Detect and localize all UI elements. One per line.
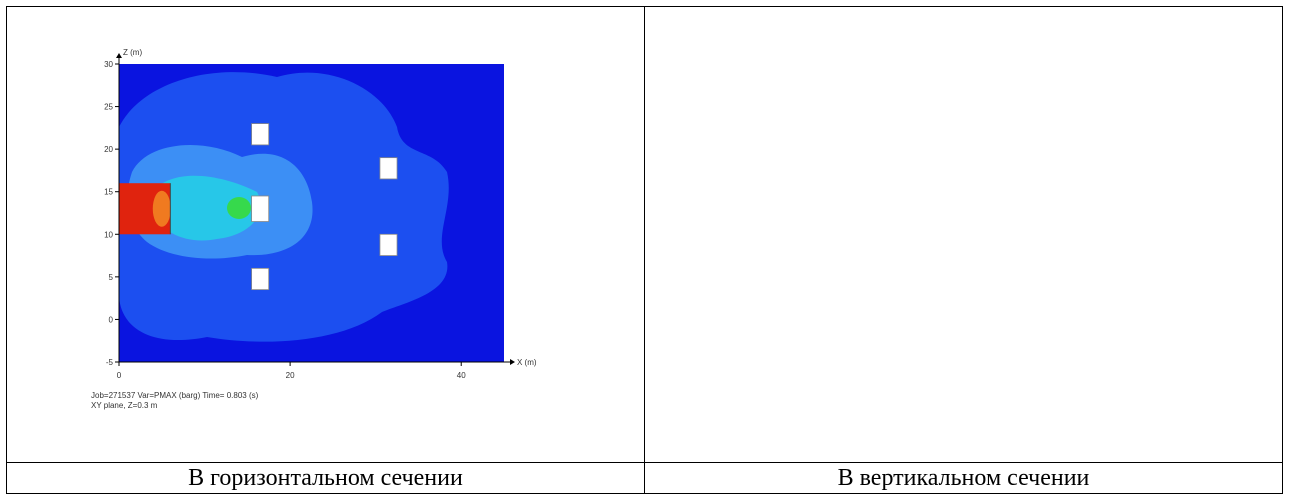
left-obstacle [251, 195, 270, 222]
left-obstacle [379, 233, 398, 256]
left-y-tick-label: 5 [109, 273, 114, 282]
left-info-line-2: XY plane, Z=0.3 m [91, 401, 158, 410]
caption-left: В горизонтальном сечении [6, 462, 645, 494]
left-y-tick-label: 0 [109, 315, 114, 324]
left-y-tick-label: 25 [104, 103, 113, 112]
left-contour-0-6 [227, 197, 251, 219]
figure-table: Z (m) X (m) 30 25 20 15 10 5 0 -5 0 20 40 Job=271537 … [6, 6, 1283, 494]
left-vent-edge-0-9 [152, 190, 171, 227]
left-y-tick-label: -5 [106, 358, 114, 367]
left-x-tick-label: 40 [457, 371, 466, 380]
left-obstacle [379, 157, 398, 180]
left-y-tick-label: 10 [104, 230, 113, 239]
left-x-tick-label: 20 [286, 371, 295, 380]
left-x-tick-label: 0 [117, 371, 122, 380]
left-figure-cell: Z (m) X (m) 30 25 20 15 10 5 0 -5 0 20 40 Job=271537 … [6, 6, 645, 463]
left-y-tick-label: 30 [104, 60, 113, 69]
left-x-arrow [510, 359, 515, 365]
left-y-arrow [116, 53, 122, 58]
right-figure-cell: Z (m)X (m)2018161412108642002040Job=2715… [644, 6, 1283, 463]
left-x-axis-label: X (m) [517, 358, 537, 367]
left-y-axis-label: Z (m) [123, 48, 142, 57]
left-y-tick-label: 15 [104, 188, 113, 197]
left-obstacle [251, 267, 270, 291]
left-y-tick-label: 20 [104, 145, 113, 154]
left-contour-0-4 [157, 175, 261, 241]
left-obstacle [251, 123, 270, 146]
caption-right: В вертикальном сечении [644, 462, 1283, 494]
vertical-section-chart: Z (m)X (m)2018161412108642002040Job=2715… [645, 7, 1282, 457]
left-info-line-1: Job=271537 Var=PMAX (barg) Time= 0.803 (… [91, 391, 259, 400]
